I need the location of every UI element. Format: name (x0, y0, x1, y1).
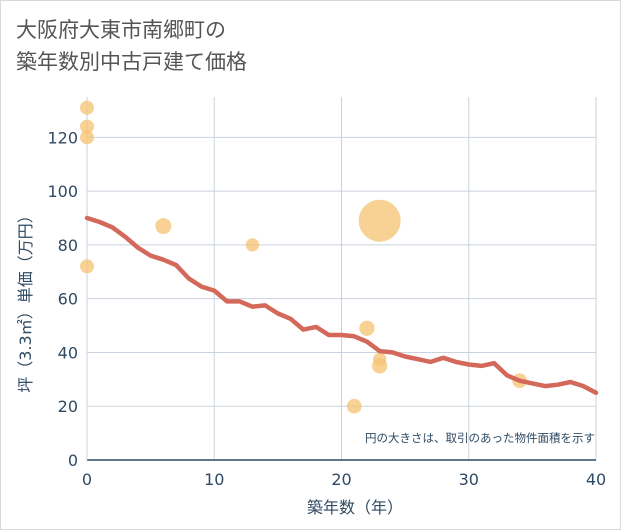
data-bubble (80, 100, 94, 115)
x-tick-label: 40 (586, 470, 606, 489)
chart-title-line2: 築年数別中古戸建て価格 (16, 50, 247, 74)
y-tick-label: 100 (47, 182, 78, 201)
data-bubble (80, 130, 94, 145)
trend-line (84, 215, 599, 396)
tick-labels: 0 20 40 60 80 100 120 0 10 20 30 40 (47, 128, 606, 489)
chart-title: 大阪府大東市南郷町の 築年数別中古戸建て価格 (16, 14, 247, 78)
y-tick-label: 80 (58, 236, 78, 255)
data-bubble (155, 218, 172, 235)
grid-lines (86, 97, 597, 461)
x-axis-label: 築年数（年） (307, 498, 403, 517)
y-tick-label: 40 (58, 343, 78, 362)
x-tick-label: 0 (82, 470, 92, 489)
size-note: 円の大きさは、取引のあった物件面積を示す (365, 431, 595, 445)
x-tick-label: 20 (331, 470, 351, 489)
chart-title-line1: 大阪府大東市南郷町の (16, 18, 226, 42)
y-tick-label: 120 (47, 128, 78, 147)
data-bubble (346, 398, 362, 414)
data-bubble (358, 199, 401, 242)
data-bubble (245, 238, 260, 252)
data-bubble (359, 320, 375, 336)
y-tick-label: 60 (58, 290, 78, 309)
x-tick-label: 10 (204, 470, 224, 489)
bubbles (80, 100, 527, 414)
trend-line-group (84, 215, 599, 396)
data-bubble (80, 119, 94, 134)
y-axis-label: 坪（3.3㎡）単価（万円） (16, 207, 35, 392)
data-bubble (372, 358, 388, 374)
y-tick-label: 20 (58, 397, 78, 416)
x-tick-label: 30 (459, 470, 479, 489)
data-bubble (80, 259, 94, 274)
y-tick-label: 0 (68, 451, 78, 470)
